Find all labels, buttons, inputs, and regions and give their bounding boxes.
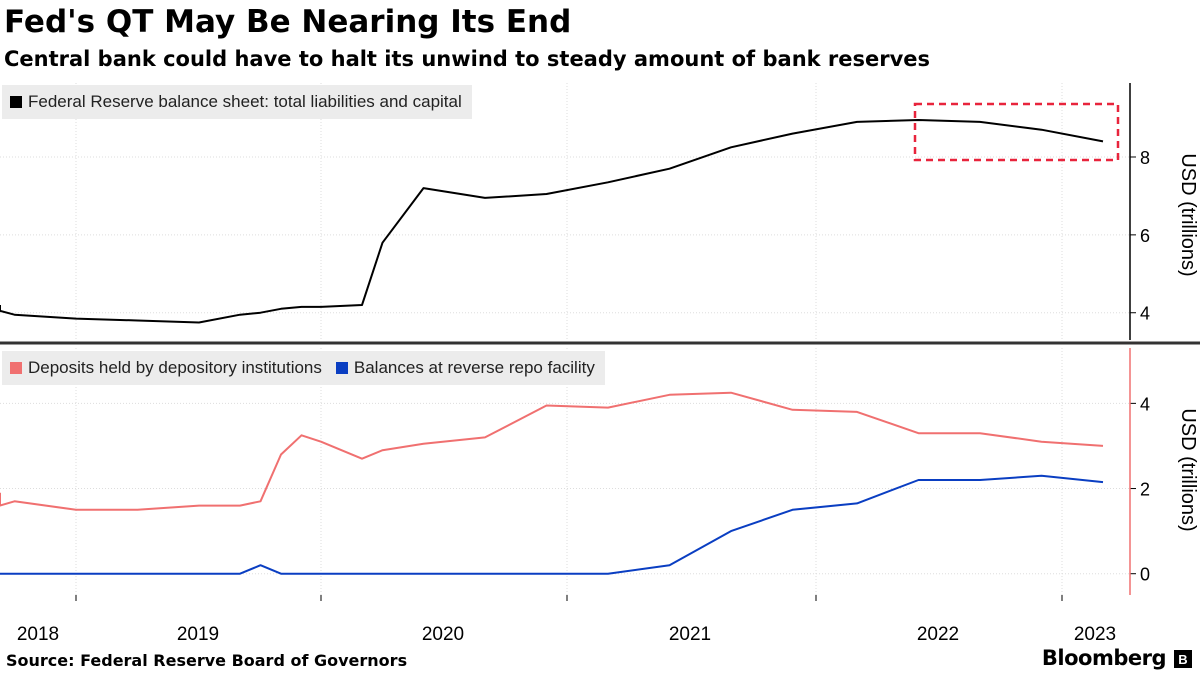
x-tick-label: 2019 [177,624,219,645]
chart-subtitle: Central bank could have to halt its unwi… [4,47,931,71]
legend-item-reverse-repo: Balances at reverse repo facility [335,358,595,378]
legend-label-reverse-repo: Balances at reverse repo facility [353,358,595,377]
legend-swatch-reverse-repo [335,362,348,374]
legend-item-balance-sheet: Federal Reserve balance sheet: total lia… [10,92,462,112]
y-tick-label: 2 [1140,480,1150,500]
top-legend: Federal Reserve balance sheet: total lia… [2,85,472,119]
legend-swatch-balance-sheet [10,96,22,108]
legend-item-deposits: Deposits held by depository institutions [10,358,322,378]
brand-logo: Bloomberg [1041,646,1167,670]
legend-label-deposits: Deposits held by depository institutions [28,358,322,377]
y-tick-label: 6 [1140,226,1150,246]
series-line-1 [0,119,1104,324]
series-line-2 [0,474,1104,575]
bottom-legend: Deposits held by depository institutions… [2,351,605,385]
x-tick-label: 2018 [17,624,59,645]
y-tick-label: 4 [1140,304,1150,324]
highlight-box [913,102,1120,162]
source-note: Source: Federal Reserve Board of Governo… [6,651,408,670]
x-tick-label: 2020 [422,624,464,645]
y-tick-label: 0 [1140,565,1150,585]
y-tick-label: 4 [1140,394,1150,414]
series-line-1 [0,391,1104,511]
y-tick-label: 8 [1140,148,1150,168]
x-tick-label: 2023 [1074,624,1116,645]
bloomberg-terminal-icon: B [1174,650,1192,668]
x-tick-label: 2021 [669,624,711,645]
x-tick-label: 2022 [917,624,959,645]
y-axis-label: USD (trillions) [1177,153,1199,276]
y-axis-label: USD (trillions) [1177,408,1199,531]
legend-label-balance-sheet: Federal Reserve balance sheet: total lia… [28,92,462,111]
chart-title: Fed's QT May Be Nearing Its End [4,4,572,40]
legend-swatch-deposits [10,362,22,374]
